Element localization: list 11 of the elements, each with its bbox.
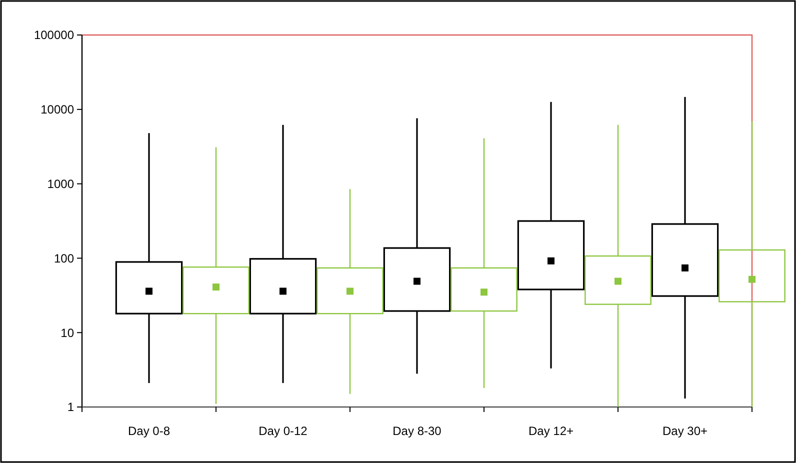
x-tick-label: Day 8-30 bbox=[392, 424, 442, 438]
y-tick-label: 10 bbox=[60, 326, 74, 340]
y-tick-label: 1000 bbox=[47, 177, 74, 191]
x-tick-label: Day 0-12 bbox=[258, 424, 308, 438]
y-tick-label: 100 bbox=[54, 251, 74, 266]
x-tick-label: Day 30+ bbox=[662, 424, 708, 438]
x-tick-label: Day 12+ bbox=[528, 424, 574, 438]
y-tick-label: 10000 bbox=[40, 102, 74, 117]
y-tick-label: 100000 bbox=[34, 28, 74, 42]
x-tick-label: Day 0-8 bbox=[128, 424, 170, 438]
y-tick-label: 1 bbox=[67, 400, 74, 414]
